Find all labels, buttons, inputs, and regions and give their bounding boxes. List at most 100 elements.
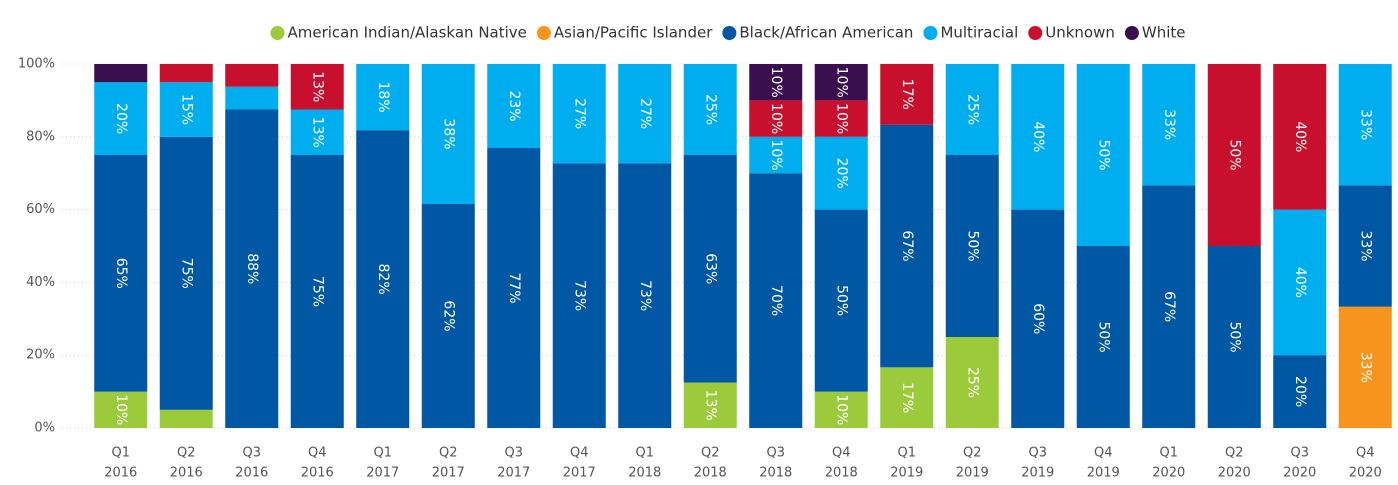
bar-segment — [552, 163, 606, 428]
bar-segment — [421, 203, 475, 428]
bar-segment — [1076, 246, 1130, 428]
y-tick-label: 0% — [34, 421, 55, 436]
value-label: 23% — [506, 90, 522, 121]
value-label: 13% — [309, 71, 325, 102]
value-label: 40% — [1292, 121, 1308, 152]
x-tick-label: Q1 — [635, 446, 654, 461]
value-label: 33% — [1161, 109, 1177, 140]
bar-segment — [1142, 185, 1196, 428]
bar-segment — [814, 209, 868, 392]
bar-segment — [94, 64, 148, 83]
x-tick-label: Q3 — [1290, 446, 1309, 461]
x-tick-label: Q2 — [1225, 446, 1244, 461]
value-label: 33% — [1357, 230, 1373, 261]
x-tick-label: 2018 — [825, 466, 858, 481]
value-label: 50% — [1226, 139, 1242, 170]
bar-segment — [290, 155, 344, 428]
value-label: 17% — [899, 382, 915, 413]
value-label: 88% — [244, 253, 260, 284]
bar-segment — [683, 64, 737, 155]
bar-segment — [1338, 306, 1392, 428]
value-label: 20% — [833, 158, 849, 189]
bar-segment — [618, 64, 672, 164]
x-tick-label: Q2 — [701, 446, 720, 461]
x-tick-label: Q3 — [1028, 446, 1047, 461]
value-label: 65% — [113, 258, 129, 289]
x-tick-label: Q3 — [242, 446, 261, 461]
bar-segment — [814, 64, 868, 101]
value-label: 50% — [1226, 321, 1242, 352]
bar-segment — [225, 109, 279, 428]
bar-segment — [945, 64, 999, 155]
bar-segment — [1076, 64, 1130, 246]
bar-segment — [552, 64, 606, 164]
value-label: 50% — [833, 285, 849, 316]
bar-segment — [487, 64, 541, 149]
x-tick-label: 2020 — [1152, 466, 1185, 481]
value-label: 70% — [768, 285, 784, 316]
bar-segment — [1011, 64, 1065, 210]
bar-segment — [159, 136, 213, 410]
x-tick-label: 2018 — [759, 466, 792, 481]
value-label: 40% — [1292, 267, 1308, 298]
x-tick-label: 2019 — [1021, 466, 1054, 481]
value-label: 60% — [1030, 303, 1046, 334]
value-label: 20% — [113, 103, 129, 134]
value-label: 27% — [637, 98, 653, 129]
x-tick-label: 2018 — [628, 466, 661, 481]
bar-segment — [290, 109, 344, 155]
bar-segment — [683, 155, 737, 383]
bar-segment — [487, 148, 541, 428]
bar-segment — [356, 64, 410, 131]
value-label: 73% — [571, 280, 587, 311]
y-tick-label: 20% — [26, 348, 55, 363]
y-tick-label: 60% — [26, 202, 55, 217]
value-label: 25% — [702, 94, 718, 125]
bar-segment — [814, 136, 868, 210]
bar-segment — [1273, 355, 1327, 428]
x-tick-label: 2020 — [1349, 466, 1382, 481]
bar-segment — [683, 382, 737, 428]
bar-segment — [814, 391, 868, 428]
value-label: 75% — [178, 258, 194, 289]
value-label: 27% — [571, 98, 587, 129]
bar-segment — [159, 64, 213, 83]
value-label: 77% — [506, 272, 522, 303]
value-label: 50% — [964, 230, 980, 261]
bar-segment — [618, 163, 672, 428]
value-label: 40% — [1030, 121, 1046, 152]
bar-segment — [290, 64, 344, 110]
value-label: 50% — [1095, 139, 1111, 170]
bar-segment — [1207, 64, 1261, 246]
x-tick-label: Q2 — [439, 446, 458, 461]
legend-swatch — [1028, 26, 1043, 40]
x-tick-label: Q1 — [1159, 446, 1178, 461]
value-label: 13% — [309, 117, 325, 148]
bar-segment — [1338, 64, 1392, 186]
bar-segment — [159, 409, 213, 428]
legend-swatch — [270, 26, 285, 40]
legend-label: White — [1142, 24, 1186, 42]
bar-segment — [1011, 209, 1065, 428]
value-label: 10% — [768, 103, 784, 134]
bar-segment — [1338, 185, 1392, 307]
bar-segment — [94, 82, 148, 155]
bar-segment — [1273, 64, 1327, 210]
bar-segment — [945, 155, 999, 337]
value-label: 33% — [1357, 109, 1373, 140]
bar-segment — [356, 130, 410, 428]
y-tick-label: 80% — [26, 129, 55, 144]
y-tick-label: 100% — [18, 57, 55, 72]
legend-swatch — [536, 26, 551, 40]
value-label: 17% — [899, 79, 915, 110]
x-tick-label: 2017 — [432, 466, 465, 481]
value-label: 10% — [833, 67, 849, 98]
value-label: 63% — [702, 253, 718, 284]
x-tick-label: Q2 — [177, 446, 196, 461]
x-tick-label: Q1 — [111, 446, 130, 461]
value-label: 18% — [375, 82, 391, 113]
bar-segment — [94, 155, 148, 392]
bar-segment — [880, 63, 934, 125]
x-tick-label: Q4 — [1356, 446, 1375, 461]
x-tick-label: Q4 — [1094, 446, 1113, 461]
